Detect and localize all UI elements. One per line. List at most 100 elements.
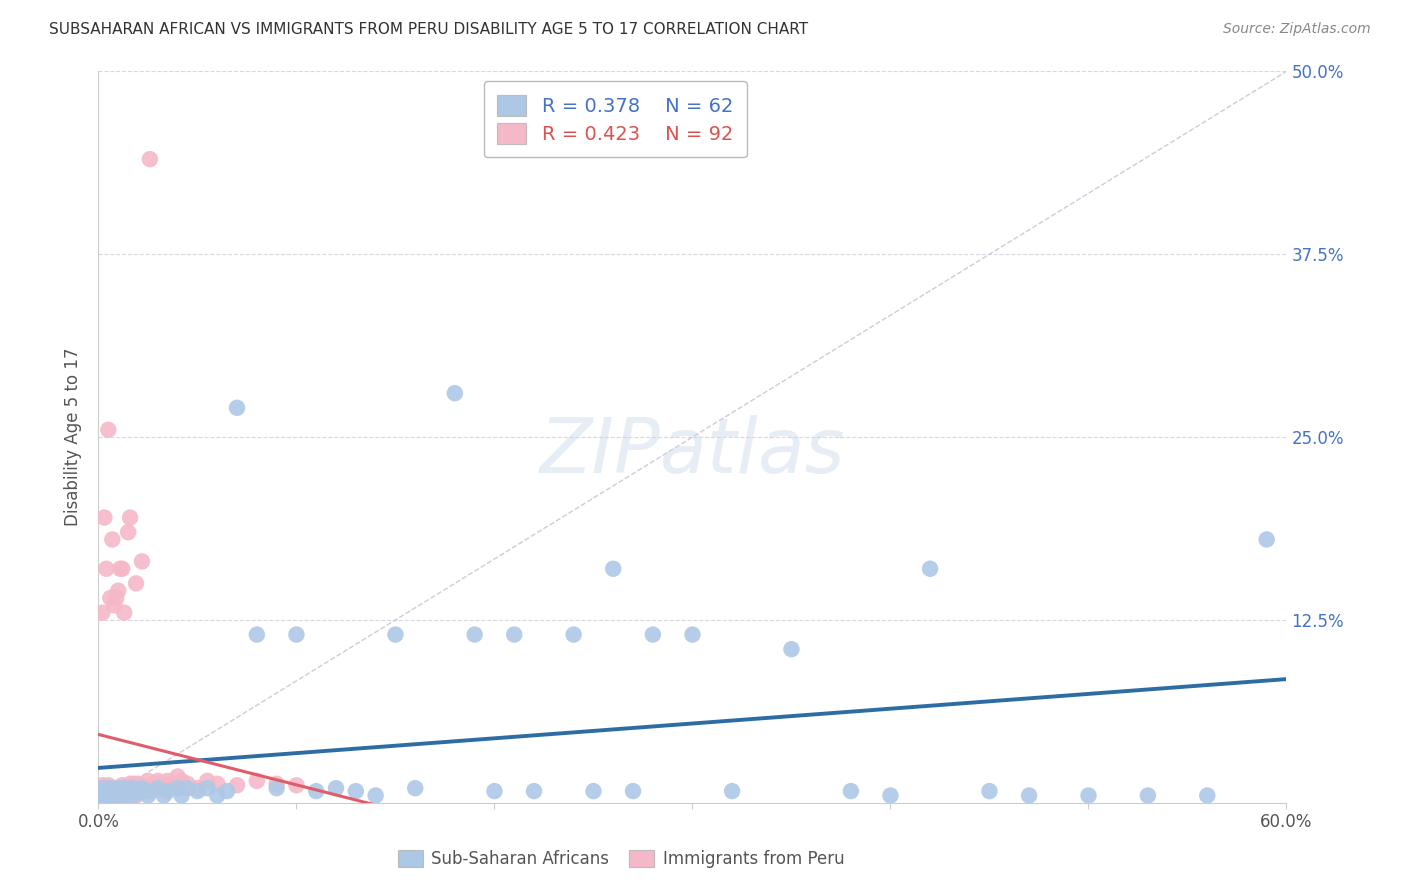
Point [91,606,114,620]
Point [266,781,288,796]
Point [325,781,347,796]
Point [136,781,159,796]
Point [120,510,142,524]
Point [523,784,546,798]
Point [96,562,118,576]
Point [364,789,387,803]
Point [141,784,163,798]
Point [89,791,111,805]
Point [97,789,120,803]
Point [91,784,114,798]
Point [139,152,162,166]
Point [207,789,229,803]
Point [96,784,118,798]
Point [117,789,139,803]
Point [150,777,173,791]
Point [112,789,135,803]
Point [146,781,169,796]
Point [98,781,121,796]
Point [1136,789,1159,803]
Point [186,784,208,798]
Point [125,789,148,803]
Y-axis label: Disability Age 5 to 17: Disability Age 5 to 17 [65,348,83,526]
Point [582,784,605,798]
Point [166,769,188,783]
Point [103,784,125,798]
Point [503,627,526,641]
Point [87,789,110,803]
Point [142,777,165,791]
Point [103,599,125,613]
Point [1256,533,1278,547]
Point [131,778,153,792]
Point [246,773,269,788]
Point [120,777,142,791]
Point [107,789,129,803]
Point [89,789,111,803]
Point [156,773,179,788]
Point [132,784,155,798]
Point [226,401,249,415]
Point [384,627,406,641]
Point [87,784,110,798]
Point [101,789,124,803]
Point [111,778,134,792]
Point [127,784,149,798]
Point [621,784,644,798]
Point [105,789,128,803]
Point [170,773,193,788]
Point [979,784,1001,798]
Point [108,789,131,803]
Point [285,627,308,641]
Point [1077,789,1099,803]
Point [152,781,174,796]
Point [107,791,129,805]
Point [89,784,111,798]
Point [146,773,169,788]
Point [91,791,114,805]
Point [125,576,148,591]
Point [305,784,328,798]
Point [176,777,198,791]
Point [97,423,120,437]
Point [120,784,142,798]
Point [641,627,664,641]
Point [108,781,131,796]
Point [111,789,134,803]
Point [87,781,110,796]
Point [602,562,624,576]
Point [160,777,183,791]
Point [879,789,901,803]
Point [105,591,128,605]
Point [207,777,229,791]
Point [186,781,208,796]
Point [105,789,128,803]
Text: ZIPatlas: ZIPatlas [540,415,845,489]
Point [129,781,152,796]
Point [127,784,149,798]
Point [1197,789,1219,803]
Point [122,789,145,803]
Point [98,591,121,605]
Point [121,781,143,796]
Point [93,510,115,524]
Point [122,784,145,798]
Point [111,562,134,576]
Point [131,781,153,796]
Point [170,789,193,803]
Point [98,789,121,803]
Point [93,784,115,798]
Point [217,784,239,798]
Point [484,784,506,798]
Point [464,627,486,641]
Point [1018,789,1040,803]
Point [344,784,367,798]
Point [136,784,159,798]
Point [103,789,125,803]
Point [166,778,188,792]
Point [97,791,120,805]
Point [285,778,308,792]
Point [112,781,135,796]
Point [93,789,115,803]
Point [112,781,135,796]
